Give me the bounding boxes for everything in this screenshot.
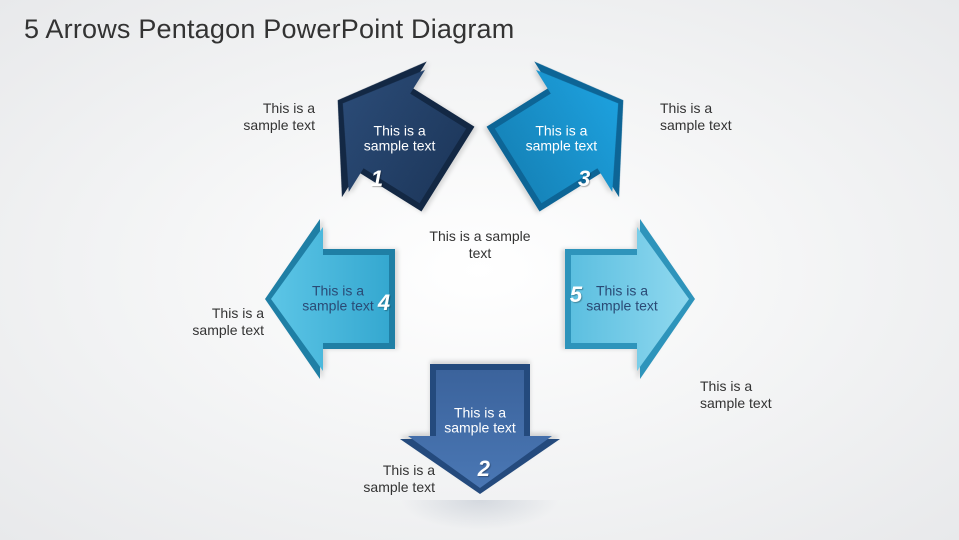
pentagon-arrow-4: This is a sample text 4 [265,219,405,379]
outer-label-5: This is a sample text [700,378,800,412]
center-text: This is a sample text [420,228,540,262]
outer-label-2: This is a sample text [335,462,435,496]
slide: { "title": "5 Arrows Pentagon PowerPoint… [0,0,959,540]
outer-label-1: This is a sample text [215,100,315,134]
floor-reflection [400,500,560,530]
page-title: 5 Arrows Pentagon PowerPoint Diagram [24,14,514,45]
pentagon-arrow-3: This is a sample text 3 [462,32,666,242]
outer-label-4: This is a sample text [164,305,264,339]
pentagon-arrow-5: This is a sample text 5 [555,219,695,379]
outer-label-3: This is a sample text [660,100,760,134]
pentagon-arrow-1: This is a sample text 1 [295,32,499,242]
